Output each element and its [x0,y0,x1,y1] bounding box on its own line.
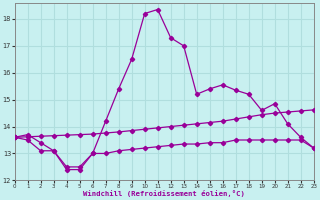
X-axis label: Windchill (Refroidissement éolien,°C): Windchill (Refroidissement éolien,°C) [83,190,245,197]
